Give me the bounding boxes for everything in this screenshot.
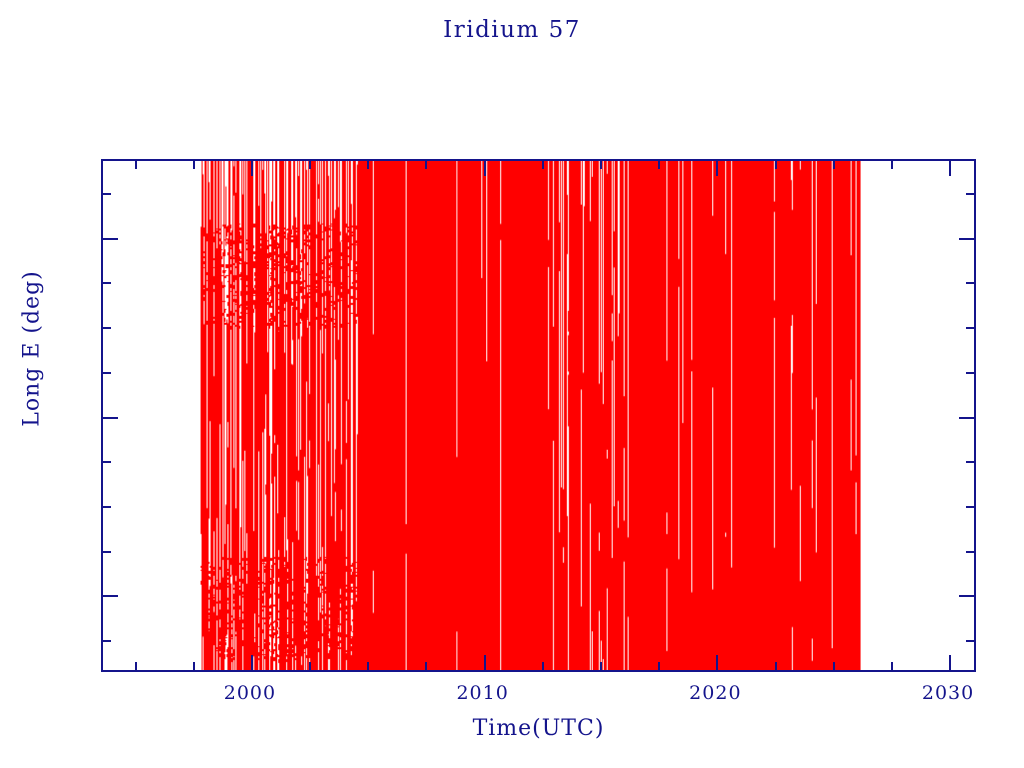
x-tick-major <box>250 655 253 670</box>
x-tick-minor <box>192 662 195 670</box>
y-tick-major <box>103 595 118 598</box>
x-tick-minor <box>192 161 195 169</box>
y-tick-major <box>959 595 974 598</box>
y-axis-title: Long E (deg) <box>19 270 45 427</box>
x-tick-minor <box>832 662 835 670</box>
y-tick-minor <box>103 192 111 195</box>
x-tick-minor <box>309 161 312 169</box>
y-tick-minor <box>966 327 974 330</box>
x-tick-major <box>949 161 952 176</box>
x-tick-minor <box>425 161 428 169</box>
page-title: Iridium 57 <box>443 17 581 43</box>
x-tick-minor <box>658 161 661 169</box>
y-tick-minor <box>966 505 974 508</box>
x-tick-minor <box>832 161 835 169</box>
y-tick-major <box>959 237 974 240</box>
y-tick-minor <box>103 327 111 330</box>
y-tick-minor <box>103 282 111 285</box>
x-tick-minor <box>541 161 544 169</box>
x-tick-minor <box>134 662 137 670</box>
x-tick-minor <box>134 161 137 169</box>
y-tick-major <box>103 237 118 240</box>
x-tick-minor <box>774 662 777 670</box>
x-tick-major <box>250 161 253 176</box>
y-tick-minor <box>966 282 974 285</box>
x-tick-major <box>483 161 486 176</box>
x-tick-minor <box>367 662 370 670</box>
x-axis-title: Time(UTC) <box>472 716 605 741</box>
y-tick-minor <box>966 192 974 195</box>
x-tick-minor <box>774 161 777 169</box>
x-tick-major <box>949 655 952 670</box>
x-tick-label: 2020 <box>689 682 742 704</box>
y-tick-minor <box>103 550 111 553</box>
x-tick-minor <box>658 662 661 670</box>
x-tick-minor <box>890 662 893 670</box>
plot-frame <box>101 159 976 672</box>
x-tick-major <box>716 161 719 176</box>
y-tick-minor <box>103 461 111 464</box>
y-tick-minor <box>966 550 974 553</box>
x-tick-minor <box>600 161 602 169</box>
x-tick-minor <box>425 662 428 670</box>
y-tick-minor <box>103 505 111 508</box>
y-tick-major <box>959 416 974 419</box>
y-tick-minor <box>966 371 974 374</box>
x-tick-major <box>483 655 486 670</box>
y-tick-major <box>103 416 118 419</box>
x-tick-label: 2000 <box>223 682 277 704</box>
y-tick-minor <box>966 640 974 643</box>
x-tick-minor <box>367 161 370 169</box>
x-tick-minor <box>541 662 544 670</box>
x-tick-label: 2030 <box>921 682 975 704</box>
x-tick-label: 2010 <box>456 682 509 704</box>
x-tick-minor <box>309 662 312 670</box>
data-series-layer <box>103 161 974 670</box>
y-tick-minor <box>103 371 111 374</box>
y-tick-minor <box>103 640 111 643</box>
x-tick-major <box>716 655 719 670</box>
x-tick-minor <box>890 161 893 169</box>
y-tick-minor <box>966 461 974 464</box>
x-tick-minor <box>600 662 602 670</box>
